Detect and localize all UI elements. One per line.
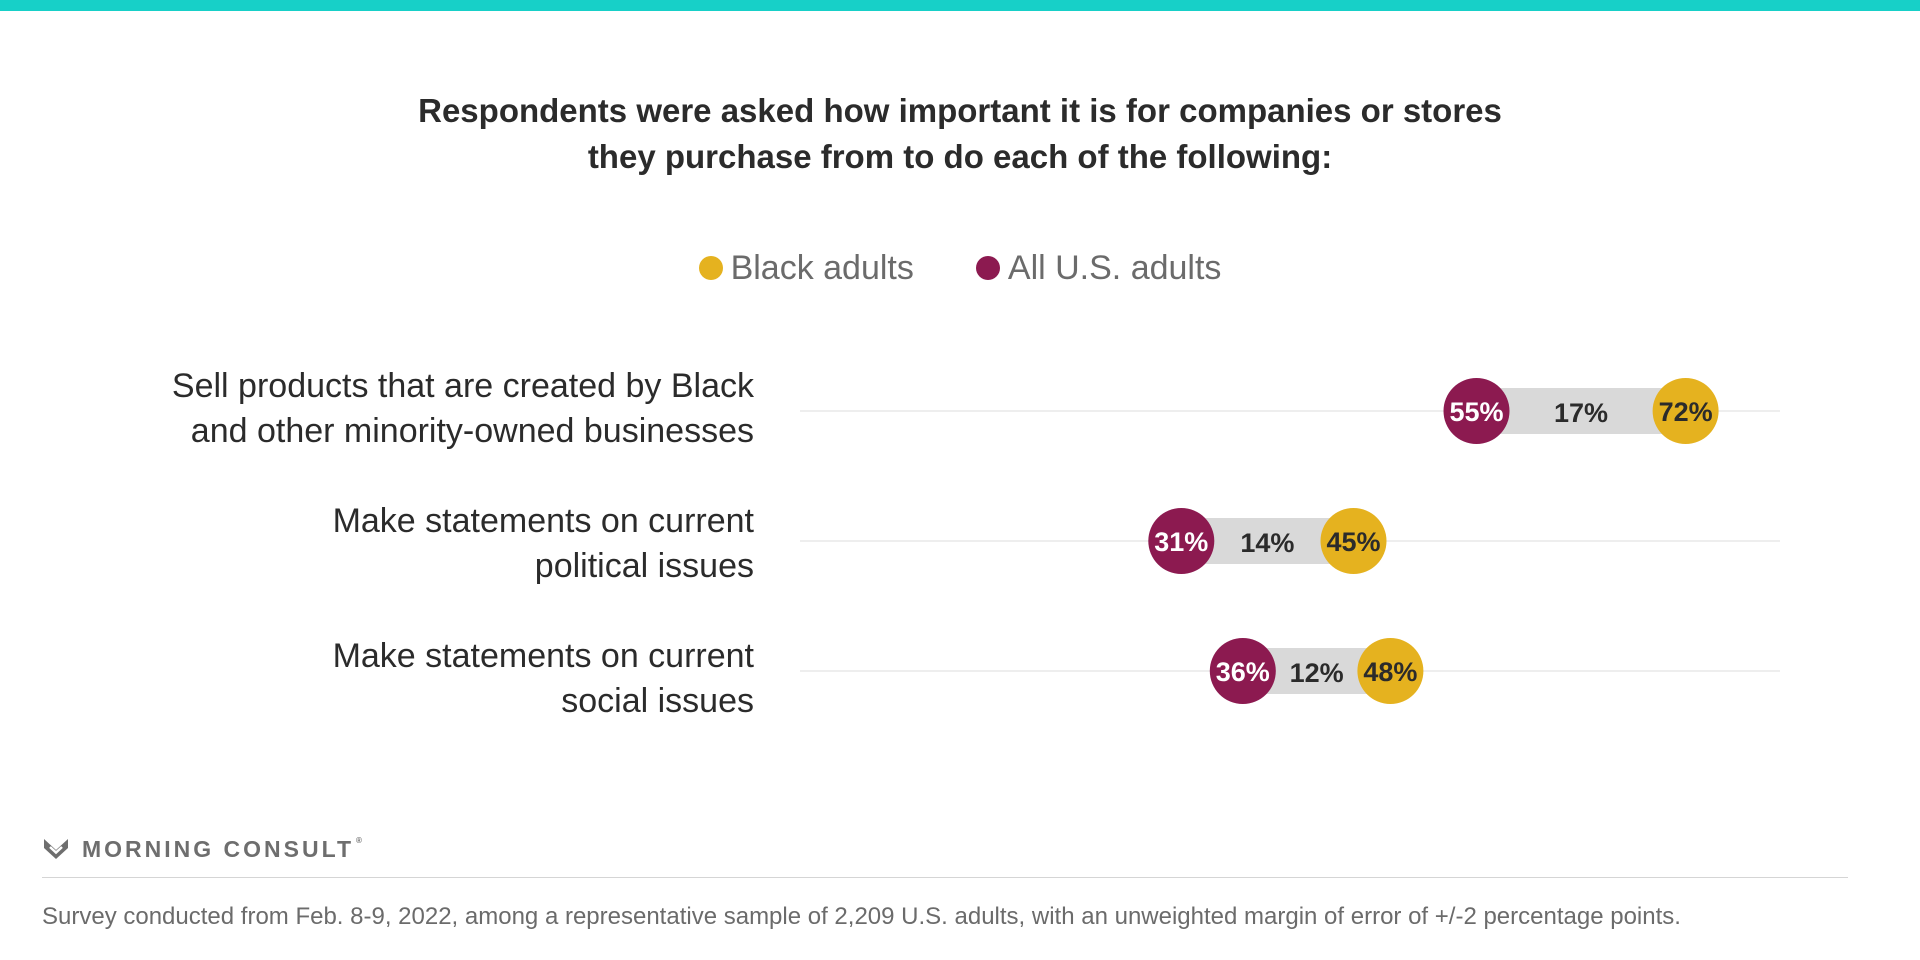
gap-label-row-3: 12% <box>1290 658 1344 688</box>
category-label-2: Make statements on current political iss… <box>60 499 754 589</box>
gap-bar-row-1 <box>1476 388 1686 434</box>
legend-label-black-adults: Black adults <box>730 248 914 287</box>
legend-swatch-black-adults <box>698 256 723 280</box>
category-label-2-line-2: political issues <box>534 547 754 585</box>
all-us-adults-dot-row-2 <box>1148 508 1215 574</box>
gap-label-row-1: 17% <box>1554 398 1608 428</box>
all-us-adults-dot-row-1 <box>1443 378 1510 444</box>
black-adults-value-row-2: 45% <box>1326 527 1380 557</box>
black-adults-dot-row-3 <box>1357 638 1424 704</box>
legend-label-all-us-adults: All U.S. adults <box>1007 248 1222 287</box>
black-adults-dot-row-2 <box>1320 508 1387 574</box>
gap-label-row-2: 14% <box>1240 528 1294 558</box>
chart-title-line-1: Respondents were asked how important it … <box>418 92 1502 129</box>
logo-wordmark: MORNING CONSULT ® <box>82 836 365 863</box>
footer-divider <box>42 877 1848 878</box>
category-label-3-line-1: Make statements on current <box>332 637 754 675</box>
morning-consult-m-logo-icon <box>44 839 68 859</box>
legend-item-all-us-adults: All U.S. adults <box>975 248 1222 288</box>
footnote: Survey conducted from Feb. 8-9, 2022, am… <box>42 903 1681 930</box>
black-adults-dot-row-1 <box>1652 378 1719 444</box>
chart-title-line-2: they purchase from to do each of the fol… <box>587 138 1333 175</box>
category-label-1-line-1: Sell products that are created by Black <box>171 367 754 405</box>
morning-consult-logo: MORNING CONSULT ® <box>42 834 365 864</box>
all-us-adults-value-row-3: 36% <box>1216 657 1270 687</box>
category-label-3: Make statements on current social issues <box>60 634 754 724</box>
category-label-1-line-2: and other minority-owned businesses <box>190 412 754 450</box>
legend-item-black-adults: Black adults <box>698 248 914 288</box>
category-label-3-line-2: social issues <box>561 682 754 720</box>
all-us-adults-value-row-2: 31% <box>1154 527 1208 557</box>
black-adults-value-row-1: 72% <box>1659 397 1713 427</box>
category-label-2-line-1: Make statements on current <box>332 502 754 540</box>
all-us-adults-value-row-1: 55% <box>1449 397 1503 427</box>
all-us-adults-dot-row-3 <box>1209 638 1276 704</box>
logo-text: MORNING CONSULT <box>82 835 355 862</box>
black-adults-value-row-3: 48% <box>1363 657 1417 687</box>
registered-mark: ® <box>356 835 365 845</box>
chart-legend: Black adults All U.S. adults <box>0 243 1920 293</box>
chart-title: Respondents were asked how important it … <box>360 88 1560 180</box>
category-label-1: Sell products that are created by Black … <box>60 364 754 454</box>
top-accent-bar <box>0 0 1920 11</box>
legend-swatch-all-us-adults <box>975 256 1000 280</box>
